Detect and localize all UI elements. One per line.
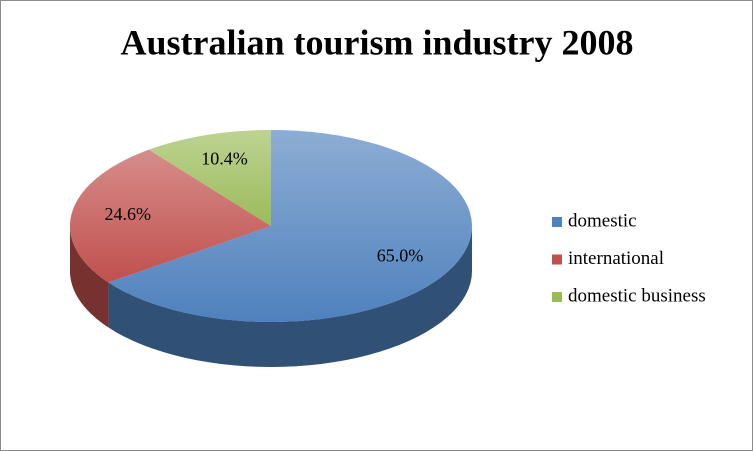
- pie-slice-side-shade: [108, 226, 473, 367]
- chart-title: Australian tourism industry 2008: [120, 22, 633, 62]
- legend-swatch: [552, 217, 562, 227]
- data-label: 65.0%: [377, 246, 424, 266]
- legend-swatch: [552, 254, 562, 265]
- pie-slice-highlight: [108, 130, 472, 322]
- pie-slice-highlight: [148, 130, 271, 226]
- pie-slice-side-shade: [70, 226, 109, 328]
- pie: 65.0% 24.6% 10.4%: [70, 130, 473, 367]
- pie-slice-side: [108, 226, 473, 367]
- legend-swatch: [552, 292, 562, 302]
- data-label: 24.6%: [105, 204, 152, 224]
- legend-label: international: [568, 248, 664, 269]
- legend: domestic international domestic business: [552, 210, 706, 306]
- pie-slice-side: [70, 226, 109, 328]
- data-label: 10.4%: [201, 149, 248, 169]
- pie-slice-highlight: [70, 149, 271, 283]
- legend-label: domestic: [568, 210, 637, 231]
- legend-label: domestic business: [568, 285, 706, 306]
